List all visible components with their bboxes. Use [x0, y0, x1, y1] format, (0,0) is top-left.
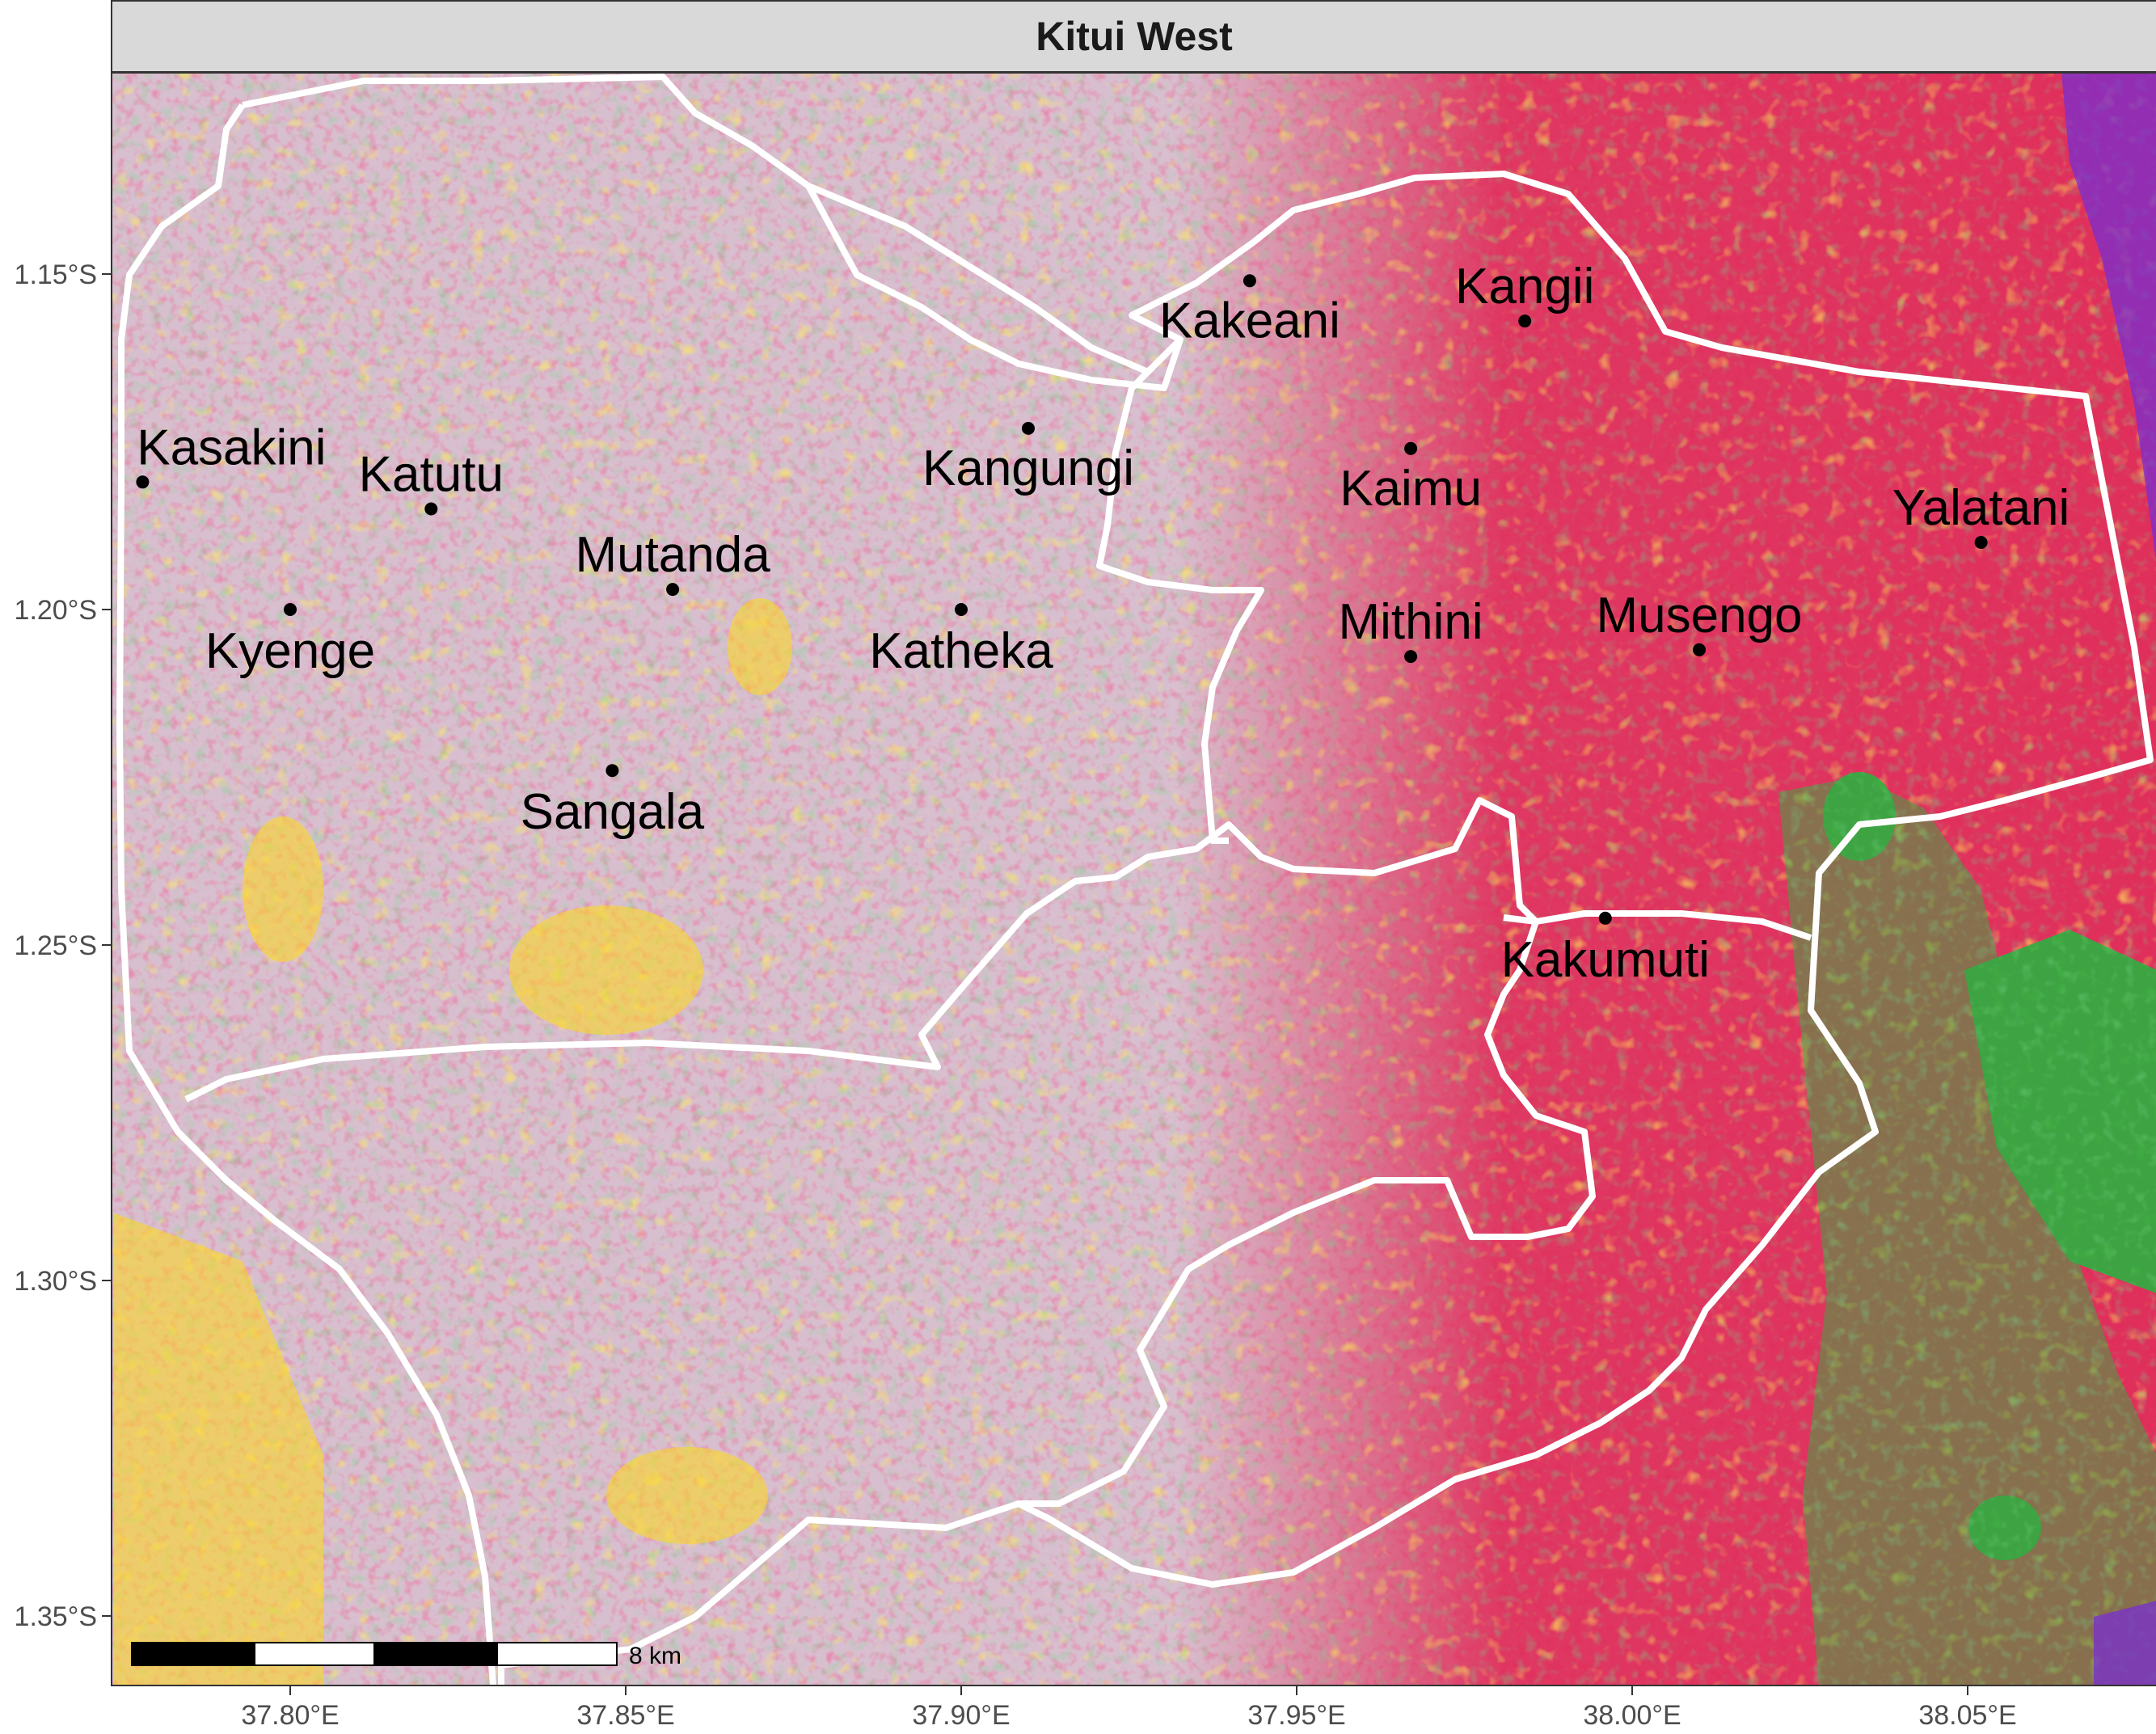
- place-label: Kakeani: [1159, 293, 1340, 348]
- boundary-west: [116, 103, 496, 1685]
- scale-bar-segment: [496, 1642, 618, 1666]
- place-label: Kakumuti: [1501, 932, 1710, 988]
- y-tick-label: 1.35°S: [15, 1601, 97, 1632]
- x-tick-label: 37.85°E: [576, 1700, 674, 1731]
- place-label: Kangungi: [922, 441, 1134, 496]
- x-tick-label: 38.05°E: [1918, 1700, 2016, 1731]
- place-label: Katutu: [359, 447, 504, 503]
- y-tick-label: 1.15°S: [15, 259, 97, 290]
- place-marker: [955, 603, 968, 616]
- place-label: Yalatani: [1892, 480, 2070, 536]
- place-label: Musengo: [1596, 588, 1802, 643]
- scale-bar-segment: [373, 1642, 498, 1666]
- place-label: Kaimu: [1340, 461, 1482, 517]
- place-label: Mutanda: [575, 527, 770, 583]
- place-marker: [424, 502, 438, 516]
- panel-border: [111, 72, 2156, 1686]
- place-marker: [666, 583, 680, 597]
- place-label: Kasakini: [137, 420, 326, 475]
- place-marker: [1598, 911, 1612, 925]
- place-label: Sangala: [521, 784, 705, 840]
- x-tick-label: 37.80°E: [241, 1700, 339, 1731]
- place-label: Kangii: [1455, 259, 1594, 314]
- purple-strip: [2061, 73, 2156, 1685]
- facet-strip: Kitui West: [111, 0, 2156, 73]
- boundary-north-notch: [807, 183, 1150, 375]
- places-layer: Kasakini Katutu Mutanda Kyenge Kangungi Kathe…: [136, 259, 2070, 988]
- y-tick-label: 1.25°S: [15, 930, 97, 961]
- x-tick-label: 37.95°E: [1247, 1700, 1345, 1731]
- place-label: Katheka: [869, 623, 1053, 679]
- place-marker: [1974, 536, 1988, 549]
- place-marker: [1022, 421, 1035, 435]
- scale-bar-label: 8 km: [629, 1643, 681, 1669]
- scale-bar: 8 km: [131, 1642, 681, 1669]
- place-marker: [1404, 441, 1418, 455]
- place-marker: [605, 764, 619, 778]
- y-tick-label: 1.20°S: [15, 595, 97, 626]
- x-axis: 37.80°E 37.85°E 37.90°E 37.95°E 38.00°E 38.05…: [241, 1685, 2017, 1731]
- place-label: Kyenge: [205, 623, 375, 679]
- panel-title: Kitui West: [1036, 14, 1233, 59]
- ward-boundaries: [116, 74, 2154, 1685]
- place-marker: [1518, 314, 1532, 328]
- boundary-outer: [242, 74, 2154, 1685]
- x-tick-label: 37.90°E: [912, 1700, 1010, 1731]
- boundary-west-inner: [184, 797, 1812, 1103]
- place-marker: [1693, 643, 1706, 656]
- scale-bar-segment: [254, 1642, 375, 1666]
- boundary-inner-east: [1019, 914, 1596, 1507]
- place-marker: [1243, 274, 1256, 288]
- y-tick-label: 1.30°S: [15, 1266, 97, 1297]
- place-marker: [136, 475, 150, 489]
- place-marker: [284, 603, 297, 616]
- scale-bar-segment: [131, 1642, 255, 1666]
- boundary-central: [1096, 337, 1264, 844]
- place-marker: [1404, 650, 1418, 664]
- x-tick-label: 38.00°E: [1583, 1700, 1681, 1731]
- land-cover-raster: [112, 73, 2156, 1685]
- y-axis: 1.15°S 1.20°S 1.25°S 1.30°S 1.35°S: [15, 259, 112, 1632]
- yellow-patches: [113, 598, 792, 1685]
- place-label: Mithini: [1339, 594, 1483, 650]
